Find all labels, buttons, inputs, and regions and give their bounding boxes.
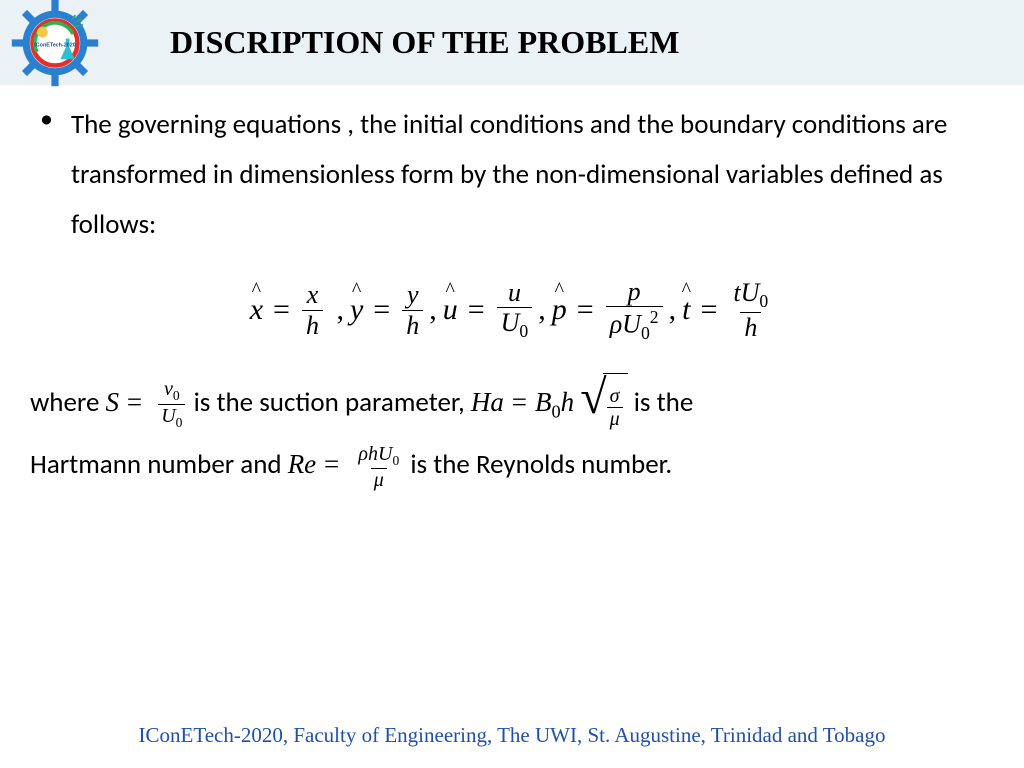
frac-x: x h [302,281,323,339]
var-Re: Re [288,449,316,479]
gear-icon: IConETech-2020 [10,0,100,88]
var-uhat: u [443,293,458,327]
equation-block: x = x h , y = y h , u = u U0 , p = [30,278,994,343]
var-yhat: y [350,293,363,327]
var-phat: p [552,293,567,327]
bullet-marker: • [40,100,53,136]
frac-p: p ρU02 [606,278,663,343]
frac-t: tU0 h [729,279,772,341]
var-S: S [106,387,120,417]
conference-logo: IConETech-2020 [10,3,105,83]
definitions-paragraph: where S = v0 U0 is the suction parameter… [30,373,994,495]
var-Ha: Ha [471,387,504,417]
var-xhat: x [250,293,263,327]
bullet-text: The governing equations , the initial co… [71,100,994,250]
slide-footer: IConETech-2020, Faculty of Engineering, … [0,723,1024,748]
frac-y: y h [402,281,423,339]
slide-title: DISCRIPTION OF THE PROBLEM [170,24,679,61]
slide-content: • The governing equations , the initial … [0,85,1024,495]
slide-header: IConETech-2020 DISCRIPTION OF THE PROBLE… [0,0,1024,85]
svg-text:IConETech-2020: IConETech-2020 [34,42,75,48]
frac-S: v0 U0 [158,379,185,429]
var-that: t [682,293,690,327]
frac-u: u U0 [497,279,533,341]
sqrt-sigma-mu: √ σ μ [580,373,627,435]
bullet-item: • The governing equations , the initial … [30,100,994,250]
frac-Re: ρhU0 μ [355,444,402,491]
